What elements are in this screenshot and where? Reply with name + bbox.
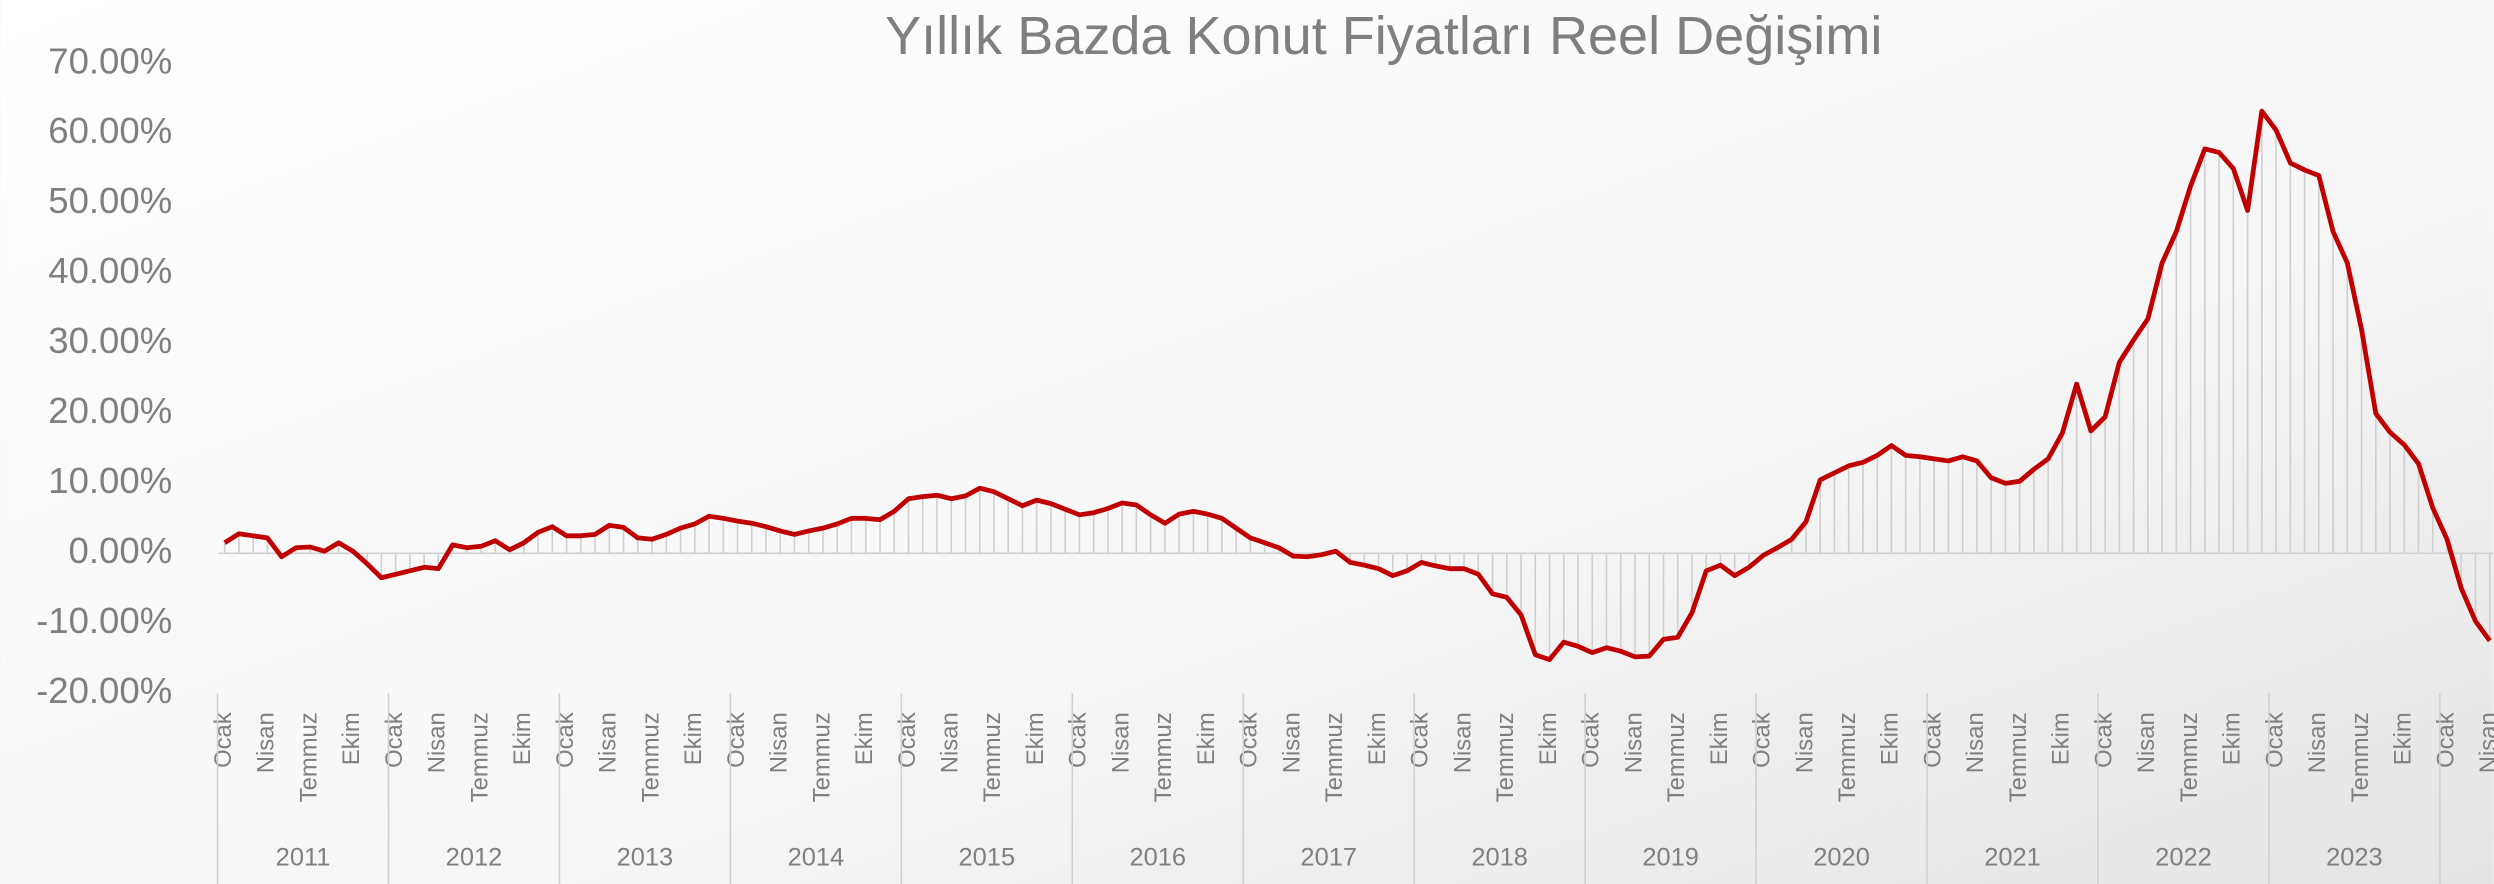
x-tick-label: Nisan: [424, 712, 451, 773]
year-label: 2016: [1129, 843, 1186, 871]
x-tick-label: Nisan: [2133, 712, 2160, 773]
year-label: 2017: [1300, 843, 1357, 871]
x-tick-label: Ocak: [2432, 712, 2459, 768]
x-tick-label: Temmuz: [2005, 712, 2032, 802]
x-tick-label: Temmuz: [295, 712, 322, 802]
year-label: 2018: [1471, 843, 1528, 871]
x-tick-label: Nisan: [1962, 712, 1989, 773]
x-tick-label: Ocak: [210, 712, 237, 768]
x-tick-label: Temmuz: [1150, 712, 1177, 802]
y-tick-label: 60.00%: [48, 110, 172, 151]
y-tick-label: -20.00%: [36, 670, 172, 711]
x-tick-label: Ekim: [851, 712, 878, 765]
x-tick-label: Ekim: [1706, 712, 1733, 765]
x-tick-label: Nisan: [766, 712, 793, 773]
x-tick-label: Ekim: [2390, 712, 2417, 765]
data-line: [223, 108, 2492, 663]
y-tick-label: -10.00%: [36, 600, 172, 641]
x-tick-label: Ocak: [552, 712, 579, 768]
year-label: 2011: [276, 843, 331, 871]
x-tick-label: Temmuz: [1321, 712, 1348, 802]
x-tick-label: Ocak: [381, 712, 408, 768]
year-label: 2015: [959, 843, 1016, 871]
x-tick-label: Ocak: [894, 712, 921, 768]
x-tick-label: Ocak: [2090, 712, 2117, 768]
x-tick-label: Temmuz: [2176, 712, 2203, 802]
x-tick-label: Nisan: [1278, 712, 1305, 773]
x-tick-label: Ekim: [2048, 712, 2075, 765]
x-tick-label: Ekim: [1193, 712, 1220, 765]
x-tick-label: Temmuz: [637, 712, 664, 802]
x-tick-label: Nisan: [595, 712, 622, 773]
x-tick-label: Ocak: [1065, 712, 1092, 768]
x-tick-label: Ocak: [1749, 712, 1776, 768]
y-tick-label: 20.00%: [48, 390, 172, 431]
x-tick-label: Ekim: [680, 712, 707, 765]
x-tick-label: Ocak: [723, 712, 750, 768]
x-tick-label: Nisan: [1449, 712, 1476, 773]
x-tick-label: Ekim: [338, 712, 365, 765]
y-tick-label: 70.00%: [48, 40, 172, 81]
x-tick-label: Temmuz: [979, 712, 1006, 802]
y-tick-label: 40.00%: [48, 250, 172, 291]
x-tick-label: Temmuz: [466, 712, 493, 802]
x-tick-label: Nisan: [2475, 712, 2494, 773]
x-tick-label: Ekim: [1877, 712, 1904, 765]
y-tick-label: 50.00%: [48, 180, 172, 221]
y-tick-label: 30.00%: [48, 320, 172, 361]
year-label: 2012: [446, 843, 503, 871]
x-tick-label: Ekim: [2219, 712, 2246, 765]
x-tick-label: Ekim: [509, 712, 536, 765]
x-tick-label: Ocak: [2261, 712, 2288, 768]
x-tick-label: Ekim: [1364, 712, 1391, 765]
x-tick-label: Ocak: [1578, 712, 1605, 768]
year-label: 2020: [1813, 843, 1870, 871]
x-tick-label: Nisan: [2304, 712, 2331, 773]
x-tick-label: Temmuz: [1492, 712, 1519, 802]
year-label: 2019: [1642, 843, 1699, 871]
x-tick-label: Ocak: [1407, 712, 1434, 768]
x-tick-label: Temmuz: [2347, 712, 2374, 802]
x-tick-label: Temmuz: [1663, 712, 1690, 802]
x-tick-label: Nisan: [937, 712, 964, 773]
x-tick-label: Ekim: [1022, 712, 1049, 765]
x-tick-label: Ekim: [1535, 712, 1562, 765]
year-label: 2021: [1984, 843, 2041, 871]
x-tick-label: Ocak: [1919, 712, 1946, 768]
year-label: 2013: [617, 843, 674, 871]
y-tick-label: 0.00%: [69, 530, 173, 571]
x-tick-label: Nisan: [1791, 712, 1818, 773]
year-label: 2014: [788, 843, 845, 871]
x-tick-label: Nisan: [1107, 712, 1134, 773]
x-tick-label: Nisan: [1620, 712, 1647, 773]
year-label: 2023: [2326, 843, 2383, 871]
y-tick-label: 10.00%: [48, 460, 172, 501]
x-tick-label: Temmuz: [808, 712, 835, 802]
x-tick-label: Ocak: [1236, 712, 1263, 768]
year-label: 2022: [2155, 843, 2212, 871]
x-tick-label: Temmuz: [1834, 712, 1861, 802]
x-tick-label: Nisan: [253, 712, 280, 773]
chart-title: Yıllık Bazda Konut Fiyatları Reel Değişi…: [885, 6, 1882, 66]
